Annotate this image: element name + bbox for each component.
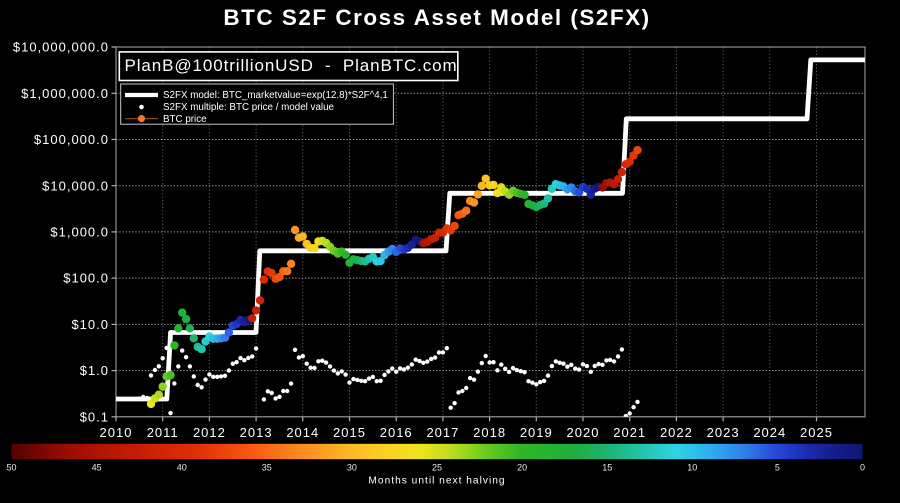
svg-text:$1,000,000.0: $1,000,000.0 (21, 86, 109, 101)
svg-text:45: 45 (92, 463, 102, 473)
svg-text:2023: 2023 (707, 425, 740, 440)
svg-text:2010: 2010 (100, 425, 133, 440)
svg-text:$10,000,000.0: $10,000,000.0 (13, 40, 109, 55)
svg-text:$10,000.0: $10,000.0 (42, 178, 109, 193)
svg-text:2020: 2020 (567, 425, 600, 440)
svg-text:Months until next halving: Months until next halving (368, 476, 505, 487)
svg-text:2019: 2019 (520, 425, 553, 440)
svg-text:2021: 2021 (613, 425, 646, 440)
svg-text:35: 35 (262, 463, 272, 473)
svg-text:BTC price: BTC price (163, 114, 207, 125)
svg-text:15: 15 (602, 463, 612, 473)
svg-text:$0.1: $0.1 (80, 409, 109, 424)
svg-text:5: 5 (775, 463, 780, 473)
svg-text:2011: 2011 (147, 425, 179, 440)
svg-text:2025: 2025 (800, 425, 833, 440)
svg-text:25: 25 (432, 463, 442, 473)
svg-text:BTC S2F Cross Asset Model (S2F: BTC S2F Cross Asset Model (S2FX) (223, 5, 650, 30)
svg-text:2012: 2012 (193, 425, 226, 440)
svg-text:2015: 2015 (333, 425, 366, 440)
svg-text:0: 0 (860, 463, 865, 473)
svg-text:2014: 2014 (286, 425, 319, 440)
svg-text:30: 30 (347, 463, 357, 473)
svg-text:2024: 2024 (753, 425, 786, 440)
svg-text:50: 50 (6, 463, 16, 473)
svg-text:$10.0: $10.0 (71, 317, 109, 332)
svg-text:S2FX model: BTC_marketvalue=ex: S2FX model: BTC_marketvalue=exp(12.8)*S2… (163, 90, 388, 101)
svg-text:20: 20 (517, 463, 527, 473)
svg-text:2013: 2013 (240, 425, 273, 440)
svg-text:2017: 2017 (426, 425, 459, 440)
svg-text:40: 40 (177, 463, 187, 473)
svg-text:PlanB@100trillionUSD - PlanB: PlanB@100trillionUSD - PlanBTC.com (125, 56, 458, 75)
svg-text:10: 10 (687, 463, 697, 473)
svg-text:$1,000.0: $1,000.0 (50, 225, 109, 240)
svg-text:2022: 2022 (660, 425, 693, 440)
svg-text:S2FX multiple: BTC price / mod: S2FX multiple: BTC price / model value (163, 102, 335, 113)
svg-text:$100.0: $100.0 (63, 271, 109, 286)
svg-text:$100,000.0: $100,000.0 (34, 132, 109, 147)
svg-text:$1.0: $1.0 (80, 363, 109, 378)
svg-text:2018: 2018 (473, 425, 506, 440)
svg-text:2016: 2016 (380, 425, 413, 440)
